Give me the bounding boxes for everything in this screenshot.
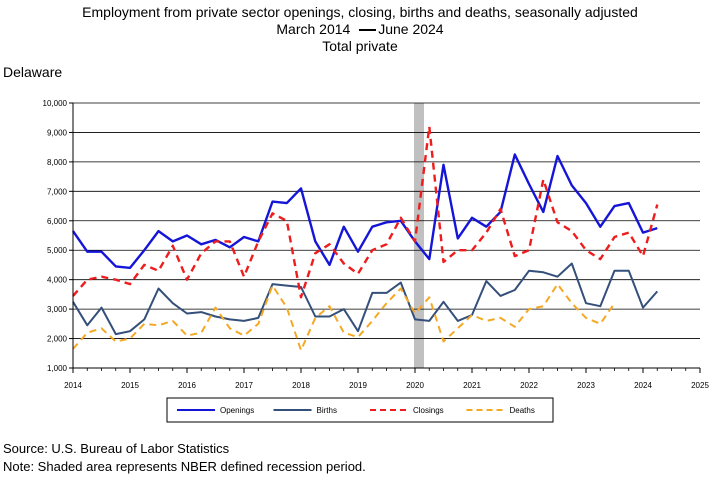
chart-title: Employment from private sector openings,… [82, 4, 638, 20]
series-line-births [72, 262, 659, 336]
axes: 1,000 2,000 3,000 4,000 5,000 6,000 7,000 8,000… [43, 99, 710, 390]
x-tick-label: 2025 [691, 381, 709, 390]
x-tick-label: 2024 [634, 381, 652, 390]
x-tick-label: 2014 [64, 381, 82, 390]
x-tick-label: 2023 [577, 381, 595, 390]
source-note: Source: U.S. Bureau of Labor Statistics [3, 441, 230, 456]
x-tick-label: 2019 [349, 381, 367, 390]
x-tick-label: 2020 [406, 381, 424, 390]
period-end: June 2024 [378, 21, 444, 37]
y-tick-label: 8,000 [47, 158, 68, 167]
chart-subtitle-industry: Total private [322, 38, 398, 54]
y-tick-label: 5,000 [47, 246, 68, 255]
x-tick-label: 2015 [121, 381, 139, 390]
recession-shading-layer [414, 103, 424, 368]
series-line-deaths [72, 283, 616, 352]
legend-label-deaths: Deaths [510, 406, 535, 415]
series-layer [72, 125, 659, 352]
x-tick-label: 2017 [235, 381, 253, 390]
x-tick-label: 2022 [520, 381, 538, 390]
region-label: Delaware [3, 64, 63, 80]
gridlines [73, 102, 700, 369]
chart-canvas: 1,000 2,000 3,000 4,000 5,000 6,000 7,000 8,000… [43, 99, 710, 423]
y-tick-label: 1,000 [47, 364, 68, 373]
y-tick-label: 2,000 [47, 335, 68, 344]
series-line-openings [72, 153, 658, 270]
legend-label-closings: Closings [413, 406, 444, 415]
chart-title-block: Employment from private sector openings,… [0, 4, 720, 55]
recession-shading [414, 103, 424, 368]
legend-label-openings: Openings [220, 406, 254, 415]
y-tick-label: 10,000 [43, 99, 68, 108]
recession-note: Note: Shaded area represents NBER define… [3, 459, 366, 474]
y-tick-label: 3,000 [47, 305, 68, 314]
period-dash-icon [359, 29, 377, 32]
legend: Openings Births Closings Deaths [166, 397, 554, 423]
chart-subtitle-period: March 2014 June 2024 [0, 21, 720, 38]
period-start: March 2014 [276, 21, 351, 37]
x-tick-label: 2016 [178, 381, 196, 390]
x-tick-label: 2021 [463, 381, 481, 390]
x-tick-label: 2018 [292, 381, 310, 390]
series-line-closings [72, 125, 659, 299]
y-tick-label: 6,000 [47, 217, 68, 226]
y-tick-label: 9,000 [47, 128, 68, 137]
y-tick-label: 4,000 [47, 276, 68, 285]
legend-label-births: Births [317, 406, 337, 415]
y-tick-label: 7,000 [47, 187, 68, 196]
